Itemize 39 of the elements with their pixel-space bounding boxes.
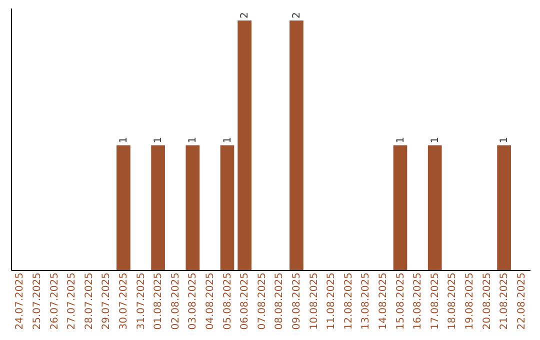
x-tick-label: 16.08.2025 [412, 272, 424, 330]
data-label: 1 [188, 136, 199, 144]
x-tick-label: 31.07.2025 [136, 272, 147, 330]
data-label: 2 [291, 12, 302, 18]
x-tick-label: 06.08.2025 [240, 272, 251, 330]
x-tick-label: 30.07.2025 [118, 272, 130, 330]
x-tick-label: 20.08.2025 [482, 272, 493, 330]
x-tick-label: 26.07.2025 [49, 272, 60, 330]
x-tick-label: 29.07.2025 [101, 272, 112, 330]
x-tick-label: 24.07.2025 [14, 272, 26, 330]
x-tick-label: 09.08.2025 [291, 272, 302, 330]
data-label: 1 [499, 136, 510, 144]
data-label: 2 [240, 12, 251, 18]
data-label: 1 [430, 136, 441, 144]
data-label: 1 [222, 136, 234, 144]
x-tick-label: 12.08.2025 [343, 272, 354, 330]
data-label: 1 [395, 136, 406, 144]
x-tick-label: 13.08.2025 [360, 272, 372, 330]
x-tick-label: 15.08.2025 [395, 272, 406, 330]
x-tick-label: 03.08.2025 [188, 272, 199, 330]
x-tick-label: 25.07.2025 [32, 272, 43, 330]
data-label: 1 [118, 136, 130, 144]
x-tick-label: 11.08.2025 [326, 272, 338, 330]
x-tick-label: 08.08.2025 [274, 272, 286, 330]
x-tick-label: 28.07.2025 [84, 272, 95, 330]
x-tick-label: 04.08.2025 [204, 272, 216, 330]
x-tick-label: 02.08.2025 [170, 272, 182, 330]
x-tick-label: 19.08.2025 [464, 272, 476, 330]
x-tick-label: 05.08.2025 [222, 272, 234, 330]
x-tick-label: 10.08.2025 [308, 272, 320, 330]
x-tick-label: 27.07.2025 [66, 272, 78, 330]
x-tick-label: 21.08.2025 [499, 272, 510, 330]
x-tick-label: 22.08.2025 [516, 272, 528, 330]
x-tick-label: 18.08.2025 [447, 272, 458, 330]
x-tick-label: 14.08.2025 [378, 272, 389, 330]
data-label: 1 [153, 136, 164, 144]
x-tick-label: 07.08.2025 [256, 272, 268, 330]
x-tick-label: 17.08.2025 [430, 272, 441, 330]
x-tick-label: 01.08.2025 [153, 272, 164, 330]
